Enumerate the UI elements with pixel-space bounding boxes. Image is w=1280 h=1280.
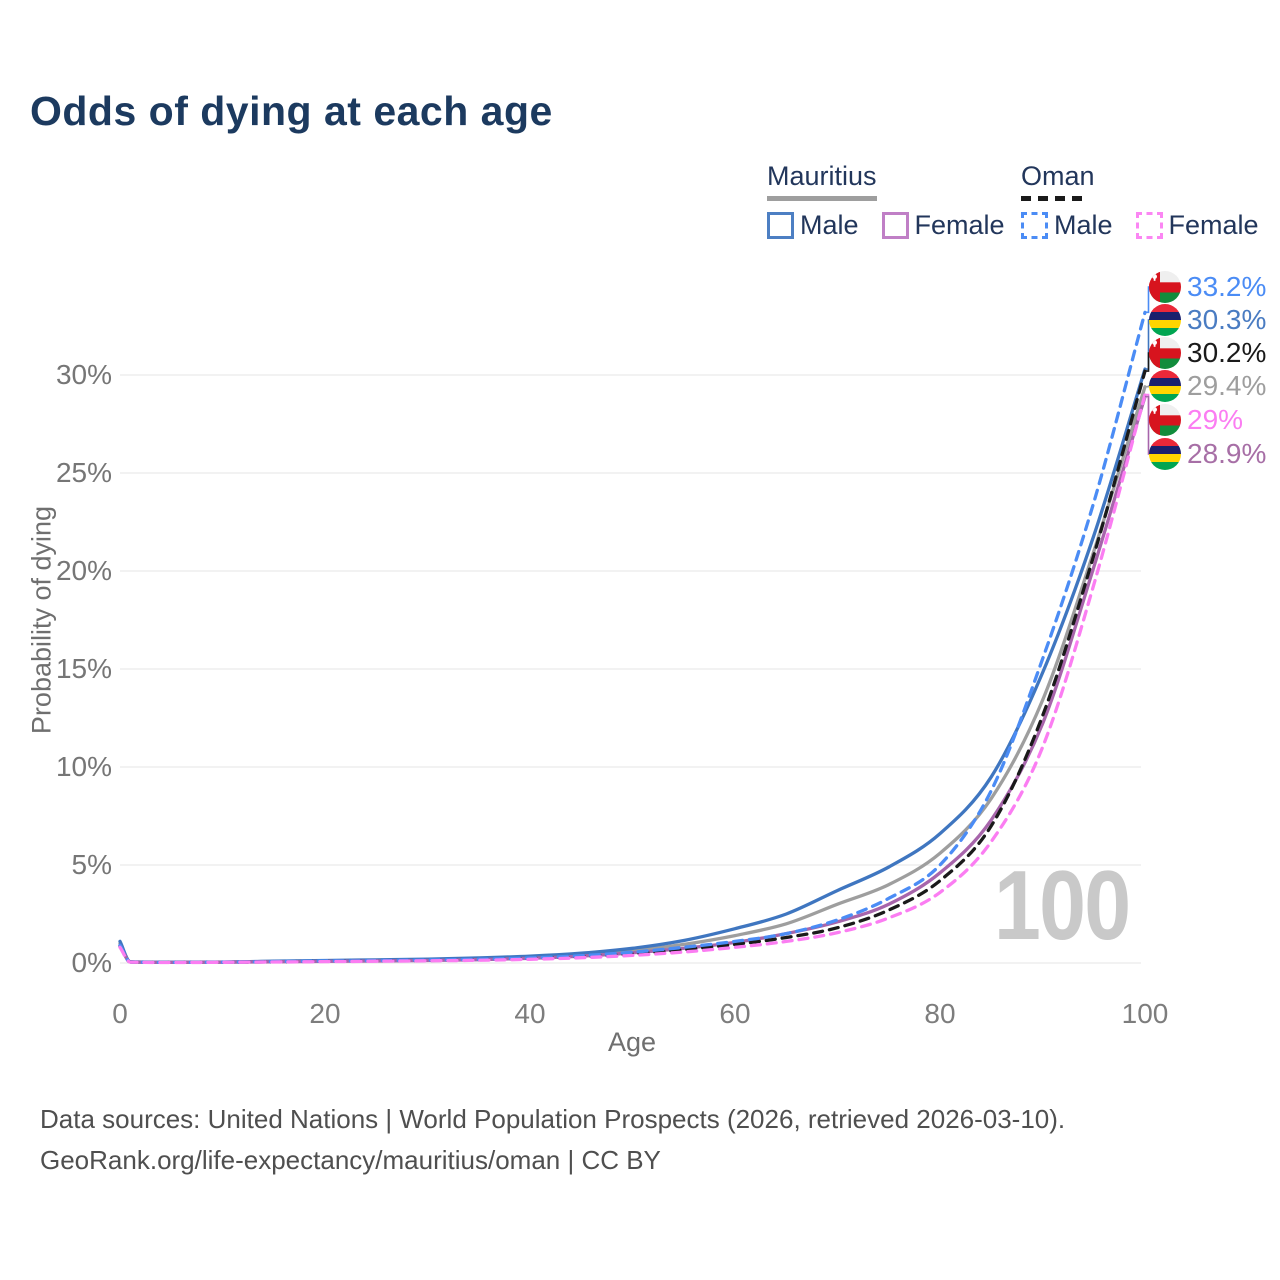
x-tick-label: 80 xyxy=(924,998,956,1029)
end-label-row: 33.2% xyxy=(1149,270,1266,304)
footer-data-sources: Data sources: United Nations | World Pop… xyxy=(40,1104,1066,1134)
y-tick-label: 20% xyxy=(55,555,112,586)
legend-swatch-mauritius-male[interactable] xyxy=(767,212,794,239)
y-tick-label: 0% xyxy=(71,947,112,978)
legend-country-oman: Oman xyxy=(1021,161,1095,191)
end-label-row: 29% xyxy=(1149,403,1243,437)
end-label-row: 29.4% xyxy=(1149,369,1266,403)
x-tick-label: 100 xyxy=(1121,998,1169,1029)
end-label-value: 29% xyxy=(1187,404,1244,435)
oman-flag-icon xyxy=(1149,404,1181,436)
series-line-mauritius-male xyxy=(118,367,1147,964)
x-axis-title: Age xyxy=(607,1027,657,1057)
series-line-oman xyxy=(118,369,1147,965)
y-tick-label: 25% xyxy=(55,457,112,488)
mauritius-flag-icon xyxy=(1149,304,1181,336)
y-axis-title: Probability of dying xyxy=(26,505,57,735)
oman-flag-icon xyxy=(1149,337,1181,369)
age-watermark: 100 xyxy=(994,850,1131,960)
mauritius-flag-icon xyxy=(1149,370,1181,402)
legend-label-oman-male[interactable]: Male xyxy=(1054,210,1113,240)
series-line-oman-male xyxy=(118,310,1147,965)
end-label-value: 29.4% xyxy=(1187,370,1267,401)
end-label-value: 33.2% xyxy=(1187,271,1267,302)
legend-swatch-oman-male[interactable] xyxy=(1021,212,1048,239)
mauritius-line-swatch xyxy=(767,196,877,201)
legend-label-mauritius-male[interactable]: Male xyxy=(800,210,859,240)
x-tick-label: 0 xyxy=(112,998,128,1029)
legend-label-mauritius-female[interactable]: Female xyxy=(914,210,1005,240)
oman-line-swatch xyxy=(1021,196,1088,201)
legend-group-oman: Oman Male Female xyxy=(1021,161,1280,241)
series-line-mauritius xyxy=(118,385,1147,964)
end-label-value: 30.3% xyxy=(1187,304,1267,335)
y-tick-label: 10% xyxy=(55,751,112,782)
end-label-row: 30.2% xyxy=(1149,336,1266,370)
legend-country-mauritius: Mauritius xyxy=(767,161,877,191)
legend-group-mauritius: Mauritius Male Female xyxy=(767,161,1028,241)
legend-label-oman-female[interactable]: Female xyxy=(1168,210,1259,240)
x-tick-label: 20 xyxy=(309,998,341,1029)
mauritius-flag-icon xyxy=(1149,438,1181,470)
x-tick-label: 40 xyxy=(514,998,546,1029)
legend-swatch-mauritius-female[interactable] xyxy=(881,212,909,239)
y-tick-label: 5% xyxy=(71,849,112,880)
legend-swatch-oman-female[interactable] xyxy=(1135,212,1163,239)
series-line-mauritius-female xyxy=(118,394,1147,965)
y-tick-label: 30% xyxy=(55,359,112,390)
footer-attribution[interactable]: GeoRank.org/life-expectancy/mauritius/om… xyxy=(40,1145,661,1175)
end-label-row: 28.9% xyxy=(1149,437,1266,471)
x-tick-label: 60 xyxy=(719,998,751,1029)
oman-flag-icon xyxy=(1149,271,1181,303)
page-title: Odds of dying at each age xyxy=(30,88,553,134)
series-line-oman-female xyxy=(118,392,1147,965)
end-label-value: 28.9% xyxy=(1187,438,1267,469)
end-label-row: 30.3% xyxy=(1149,303,1266,337)
end-label-value: 30.2% xyxy=(1187,337,1267,368)
y-tick-label: 15% xyxy=(55,653,112,684)
